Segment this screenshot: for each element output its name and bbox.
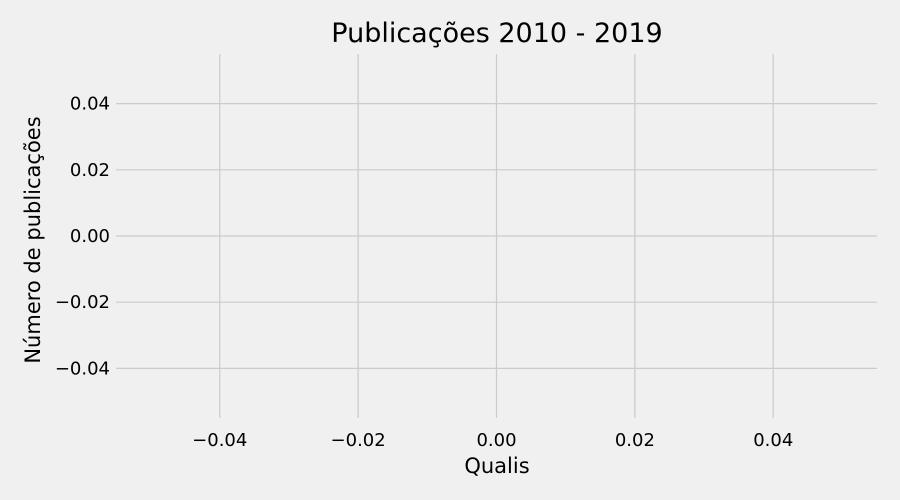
x-tick-label: 0.00 (476, 430, 516, 451)
y-tick-label: 0.00 (70, 226, 110, 247)
y-tick-label: −0.02 (55, 292, 110, 313)
chart-title: Publicações 2010 - 2019 (331, 18, 662, 49)
x-tick-labels: −0.04 −0.02 0.00 0.02 0.04 (192, 430, 793, 451)
y-tick-label: −0.04 (55, 358, 110, 379)
y-gridlines (116, 103, 877, 369)
y-tick-labels: 0.04 0.02 0.00 −0.02 −0.04 (55, 94, 110, 380)
plot-area (116, 54, 877, 418)
x-tick-label: 0.02 (615, 430, 655, 451)
y-tick-label: 0.04 (70, 94, 110, 115)
x-axis-label: Qualis (464, 454, 529, 478)
x-tick-label: 0.04 (753, 430, 793, 451)
x-tick-label: −0.02 (331, 430, 386, 451)
x-tick-label: −0.04 (192, 430, 247, 451)
y-axis-label: Número de publicações (21, 116, 45, 363)
y-tick-label: 0.02 (70, 160, 110, 181)
